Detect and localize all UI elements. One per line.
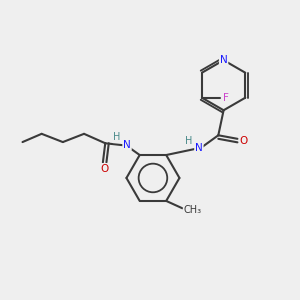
Text: N: N [195,143,203,153]
Text: O: O [100,164,109,174]
Text: H: H [185,136,193,146]
Text: N: N [220,55,227,65]
Text: CH₃: CH₃ [184,205,202,215]
Text: F: F [223,93,229,103]
Text: H: H [113,132,120,142]
Text: N: N [123,140,131,150]
Text: O: O [240,136,248,146]
